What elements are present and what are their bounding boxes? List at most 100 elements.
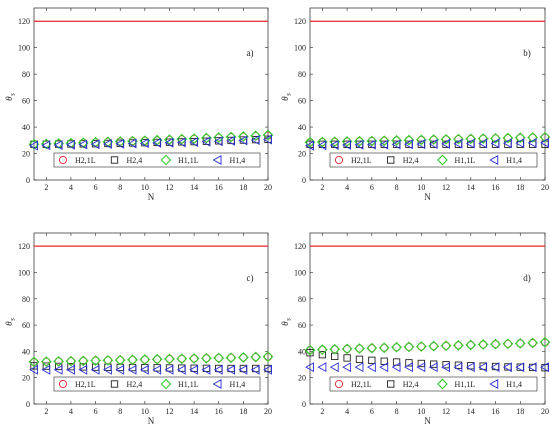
data-point: [355, 355, 364, 363]
data-point: [540, 137, 549, 148]
legend-marker: [58, 379, 68, 389]
data-point: [428, 134, 440, 146]
x-tick-label: 20: [264, 407, 272, 416]
data-point: [354, 139, 364, 150]
data-point: [262, 351, 274, 363]
data-point: [490, 362, 500, 373]
data-point: [417, 342, 426, 351]
y-axis-label: θs: [280, 93, 293, 101]
data-point: [227, 353, 236, 362]
data-point: [54, 357, 63, 366]
data-point: [237, 352, 249, 363]
legend-box: [329, 376, 538, 392]
data-point: [341, 136, 353, 147]
data-point: [238, 364, 248, 375]
data-point: [90, 139, 100, 150]
x-tick-label: 8: [395, 183, 399, 192]
y-tick-label: 60: [22, 97, 30, 106]
data-point: [41, 140, 51, 151]
legend-marker: [334, 155, 344, 165]
data-point: [201, 352, 212, 364]
data-point: [176, 133, 188, 145]
data-point: [354, 135, 365, 147]
data-point: [354, 343, 365, 354]
data-point: [102, 139, 112, 149]
x-tick-label: 10: [417, 407, 425, 416]
legend-marker: [387, 380, 395, 388]
data-point: [491, 134, 500, 143]
data-point: [164, 137, 174, 148]
legend-label: H2,4: [127, 156, 143, 165]
y-tick-label: 0: [26, 400, 30, 409]
x-tick-label: 4: [69, 407, 73, 416]
data-point: [318, 351, 327, 359]
legend-marker: [489, 379, 499, 389]
y-tick-label: 120: [294, 17, 306, 26]
data-point: [188, 353, 200, 364]
data-point: [465, 133, 477, 145]
data-point: [316, 344, 328, 356]
data-point: [189, 137, 199, 147]
x-tick-label: 8: [118, 183, 122, 192]
x-tick-label: 12: [165, 183, 173, 192]
legend-label: H1,1L: [178, 156, 199, 165]
data-point: [77, 355, 89, 367]
y-tick-label: 20: [298, 374, 306, 383]
panel-label: d): [523, 273, 531, 283]
data-point: [42, 357, 51, 366]
data-point: [29, 140, 38, 151]
data-point: [514, 337, 526, 349]
data-point: [368, 356, 376, 364]
chart-panel-2: 0 20 40 60 80 100 120 2 4 6 8 10 12 14 16 18 20 Nθs b) H2,1…: [280, 7, 550, 202]
data-point: [479, 134, 488, 143]
x-tick-label: 12: [442, 183, 450, 192]
legend-label: H2,4: [403, 156, 419, 165]
x-axis-label: N: [424, 416, 431, 426]
data-point: [354, 362, 364, 373]
y-axis-label-symbol: θ: [280, 96, 290, 101]
data-point: [305, 362, 314, 373]
data-point: [152, 137, 162, 148]
data-point: [304, 344, 316, 356]
x-tick-label: 8: [395, 407, 399, 416]
data-point: [416, 139, 426, 150]
data-point: [465, 339, 477, 351]
data-point: [478, 362, 488, 373]
data-point: [342, 139, 352, 150]
x-axis-label: N: [148, 192, 155, 202]
data-point: [102, 354, 114, 366]
x-tick-label: 8: [118, 407, 122, 416]
data-point: [453, 339, 464, 351]
data-point: [176, 137, 186, 148]
legend: H2,1L H2,4 H1,1L H1,4: [329, 152, 538, 168]
x-tick-label: 6: [94, 183, 98, 192]
data-point: [213, 352, 225, 364]
data-point: [403, 134, 415, 146]
x-tick-label: 14: [190, 183, 198, 192]
data-point: [115, 138, 125, 149]
x-tick-label: 18: [239, 183, 247, 192]
series-H1,1L: [304, 131, 550, 148]
legend-marker: [212, 379, 222, 389]
axes-box: [33, 232, 269, 405]
data-point: [116, 356, 125, 365]
data-point: [201, 364, 211, 375]
x-tick-label: 16: [492, 407, 500, 416]
x-tick-label: 4: [345, 407, 349, 416]
data-point: [341, 343, 353, 355]
data-point: [502, 362, 512, 373]
data-point: [329, 362, 339, 373]
y-tick-label: 80: [298, 295, 306, 304]
data-point: [28, 356, 40, 368]
data-point: [128, 355, 137, 364]
data-point: [225, 131, 237, 143]
y-tick-label: 0: [26, 176, 30, 185]
data-point: [53, 356, 65, 367]
x-tick-label: 12: [165, 407, 173, 416]
data-point: [378, 135, 390, 147]
legend-label: H1,4: [230, 380, 246, 389]
data-point: [343, 354, 351, 362]
y-tick-label: 60: [22, 321, 30, 330]
data-point: [391, 362, 401, 373]
legend-marker: [212, 155, 222, 165]
